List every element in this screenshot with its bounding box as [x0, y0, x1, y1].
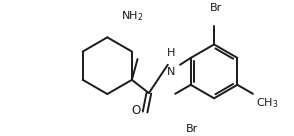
- Text: N: N: [167, 67, 176, 77]
- Text: H: H: [167, 48, 176, 58]
- Text: O: O: [131, 104, 140, 117]
- Text: CH$_3$: CH$_3$: [256, 97, 278, 110]
- Text: Br: Br: [210, 3, 223, 13]
- Text: NH$_2$: NH$_2$: [121, 10, 144, 24]
- Text: Br: Br: [186, 124, 198, 134]
